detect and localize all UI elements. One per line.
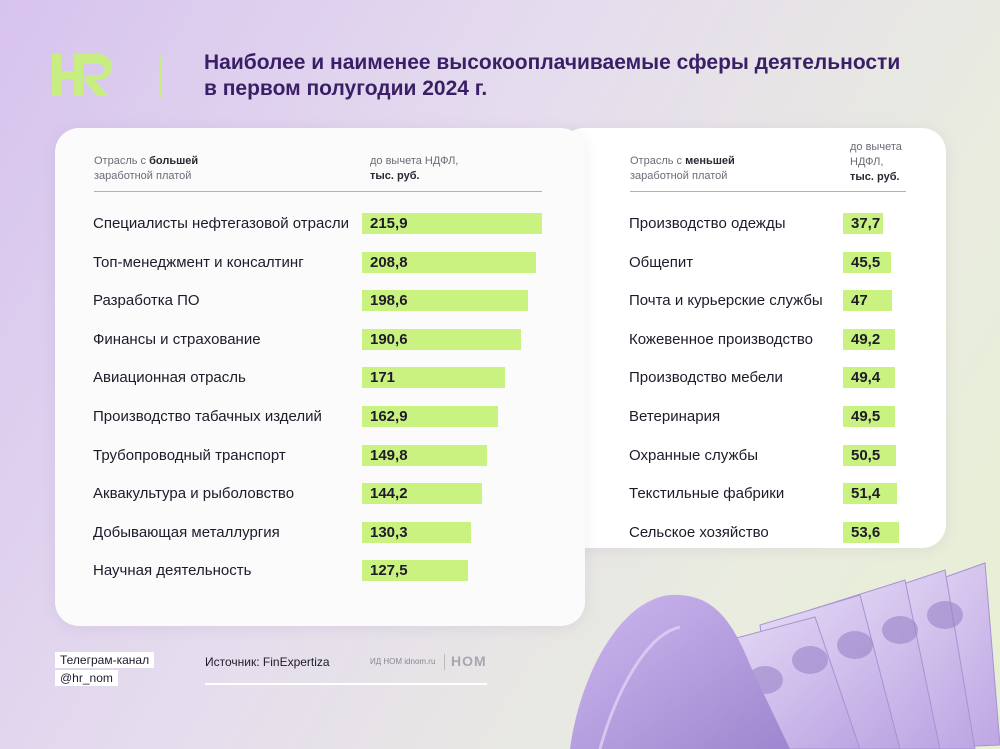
bar: 127,5 (362, 560, 468, 582)
bar: 208,8 (362, 251, 536, 273)
bar: 149,8 (362, 444, 487, 466)
category-label: Кожевенное производство (629, 330, 813, 348)
bar: 49,5 (843, 406, 895, 427)
bar: 144,2 (362, 483, 482, 505)
category-label: Производство табачных изделий (93, 408, 322, 425)
bar: 45,5 (843, 251, 891, 273)
right-col2-header: до вычета НДФЛ, тыс. руб. (850, 141, 902, 183)
right-header-line (630, 191, 906, 192)
bar: 47 (843, 290, 892, 312)
footer-divider (444, 654, 445, 670)
category-label: Трубопроводный транспорт (93, 446, 286, 464)
category-label: Добывающая металлургия (93, 523, 280, 541)
category-label: Научная деятельность (93, 562, 252, 580)
category-label: Топ-менеджмент и консалтинг (93, 253, 304, 271)
category-label: Производство мебели (629, 369, 783, 387)
left-col1-header: Отрасль с большей заработной платой (94, 155, 199, 182)
bar: 50,5 (843, 444, 896, 466)
category-label: Сельское хозяйство (629, 523, 769, 541)
publisher-text: ИД НОМ idnom.ru (370, 657, 436, 666)
bar: 53,6 (843, 521, 899, 543)
page-title: Наиболее и наименее высокооплачиваемые с… (204, 51, 901, 100)
hr-logo-icon (52, 54, 112, 96)
category-label: Общепит (629, 253, 694, 271)
bar: 190,6 (362, 328, 521, 350)
bar: 162,9 (362, 406, 498, 427)
bar: 51,4 (843, 483, 897, 505)
bar: 37,7 (843, 213, 883, 234)
category-label: Текстильные фабрики (629, 485, 785, 503)
money-wallet-image (570, 562, 1000, 749)
category-label: Ветеринария (629, 408, 721, 425)
bar: 215,9 (362, 213, 542, 234)
source-note: Источник: FinExpertiza (205, 655, 330, 669)
bar: 198,6 (362, 290, 528, 312)
publisher-logo: НОМ (451, 653, 487, 669)
right-col1-header: Отрасль с меньшей заработной платой (630, 155, 735, 182)
category-label: Разработка ПО (93, 292, 200, 310)
category-label: Специалисты нефтегазовой отрасли (93, 215, 349, 232)
left-header-line (94, 191, 542, 192)
footer-line (205, 683, 487, 685)
category-label: Производство одежды (629, 215, 786, 232)
left-col2-header: до вычета НДФЛ, тыс. руб. (370, 155, 459, 182)
category-label: Финансы и страхование (93, 330, 261, 348)
bar: 171 (362, 367, 505, 389)
category-label: Авиационная отрасль (93, 369, 246, 387)
category-label: Охранные службы (629, 446, 759, 464)
telegram-tag[interactable]: Телеграм-канал @hr_nom (55, 652, 155, 688)
category-label: Почта и курьерские службы (629, 292, 823, 310)
bar: 49,4 (843, 367, 895, 389)
header-divider (160, 55, 162, 97)
category-label: Аквакультура и рыболовство (93, 485, 295, 503)
bar: 49,2 (843, 328, 895, 350)
bar: 130,3 (362, 521, 471, 543)
